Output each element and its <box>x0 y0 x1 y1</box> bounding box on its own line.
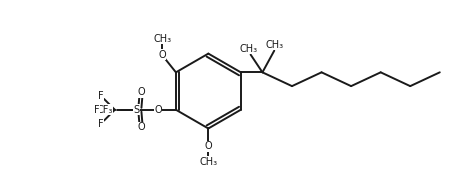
Text: O: O <box>154 105 162 115</box>
Text: CH₃: CH₃ <box>199 157 218 167</box>
Text: S: S <box>134 105 140 115</box>
Text: O: O <box>205 141 212 151</box>
Text: O: O <box>138 87 145 97</box>
Text: F: F <box>94 105 100 115</box>
Text: O: O <box>138 123 145 133</box>
Text: F: F <box>98 119 104 129</box>
Text: CH₃: CH₃ <box>265 40 283 50</box>
Text: O: O <box>158 50 166 60</box>
Text: CF₃: CF₃ <box>97 105 113 115</box>
Text: CH₃: CH₃ <box>153 34 171 44</box>
Text: CH₃: CH₃ <box>240 44 258 54</box>
Text: F: F <box>98 91 104 101</box>
